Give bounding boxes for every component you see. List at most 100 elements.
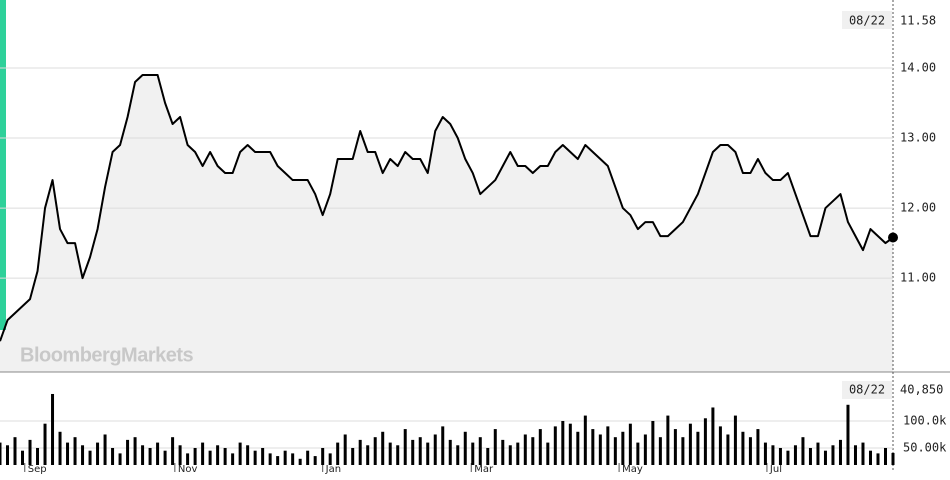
volume-bar [283, 450, 287, 465]
volume-bar [81, 445, 85, 465]
volume-bar [681, 437, 685, 465]
volume-bar [201, 442, 205, 465]
last-point [888, 232, 898, 243]
volume-bar [538, 429, 542, 465]
volume-bar [231, 453, 235, 465]
volume-bar [883, 447, 887, 465]
volume-bar [223, 447, 227, 465]
volume-bar [876, 453, 880, 465]
volume-bar [133, 437, 137, 465]
x-tick-label: May [622, 464, 643, 475]
volume-bar [73, 437, 77, 465]
volume-bar [366, 445, 370, 465]
volume-bar [6, 445, 10, 465]
volume-bar [246, 445, 250, 465]
accent-bar [0, 0, 6, 330]
volume-bar [268, 453, 272, 465]
volume-bar [741, 431, 745, 465]
volume-bar [718, 426, 722, 465]
price-line [0, 73, 894, 342]
volume-bar [261, 447, 265, 465]
volume-bar [126, 439, 130, 465]
volume-bar [111, 447, 115, 465]
volume-bar [823, 450, 827, 465]
volume-bar [868, 450, 872, 465]
volume-bar [696, 431, 700, 465]
volume-bar [103, 434, 107, 465]
x-tick-label: Jan [325, 464, 341, 475]
volume-bar [778, 447, 782, 465]
volume-bar [148, 447, 152, 465]
volume-bar [711, 407, 715, 465]
volume-bar [21, 450, 25, 465]
volume-bar [171, 437, 175, 465]
volume-bar [891, 452, 895, 465]
volume-bar [13, 437, 17, 465]
volume-bar [253, 450, 257, 465]
volume-bar [568, 423, 572, 465]
volume-bar [456, 445, 460, 465]
volume-bar [381, 431, 385, 465]
volume-bar [403, 429, 407, 465]
x-tick-label: Jul [769, 464, 782, 475]
volume-bar [208, 450, 212, 465]
volume-bar [786, 450, 790, 465]
volume-bar [388, 442, 392, 465]
volume-bar [411, 439, 415, 465]
volume-bar [531, 437, 535, 465]
volume-bar [733, 415, 737, 465]
volume-bar [306, 450, 310, 465]
volume-bar [688, 423, 692, 465]
volume-bar [321, 447, 325, 465]
x-tick-label: Mar [474, 464, 494, 475]
volume-bar [583, 415, 587, 465]
volume-bar [673, 429, 677, 465]
volume-bar [373, 437, 377, 465]
volume-bar [651, 420, 655, 465]
volume-bar [703, 418, 707, 465]
volume-bar [471, 442, 475, 465]
volume-bar [838, 439, 842, 465]
volume-bar [358, 439, 362, 465]
volume-bar [576, 431, 580, 465]
volume-bar [43, 423, 47, 465]
volume-bar [441, 426, 445, 465]
volume-bar [493, 429, 497, 465]
volume-bar [433, 434, 437, 465]
volume-bar [0, 442, 2, 465]
y-tick-label: 14.00 [900, 60, 936, 74]
volume-bar [238, 442, 242, 465]
volume-bar [51, 393, 55, 465]
y-tick-label: 11.00 [900, 271, 936, 285]
last-value: 11.58 [900, 14, 936, 28]
volume-bar [36, 447, 40, 465]
volume-bar [853, 445, 857, 465]
last-date: 08/22 [849, 14, 885, 28]
volume-bar [801, 437, 805, 465]
volume-bar [636, 442, 640, 465]
volume-bar [501, 439, 505, 465]
volume-bar [448, 439, 452, 465]
volume-bar [861, 442, 865, 465]
volume-bar [328, 453, 332, 465]
volume-bar [628, 423, 632, 465]
volume-bar [163, 450, 167, 465]
volume-bar [88, 450, 92, 465]
volume-bar [486, 447, 490, 465]
volume-bar [546, 442, 550, 465]
volume-bar [96, 442, 100, 465]
volume-bar [846, 404, 850, 465]
volume-bar [141, 445, 145, 465]
volume-bar [336, 442, 340, 465]
volume-bar [771, 445, 775, 465]
y-tick-label: 13.00 [900, 131, 936, 145]
area-fill [0, 74, 893, 372]
volume-bar [351, 447, 355, 465]
volume-bar [756, 429, 760, 465]
last-value: 40,850 [900, 383, 943, 397]
volume-bar [28, 439, 32, 465]
volume-bar [58, 431, 62, 465]
date-box [842, 381, 892, 399]
volume-bar [298, 458, 302, 465]
